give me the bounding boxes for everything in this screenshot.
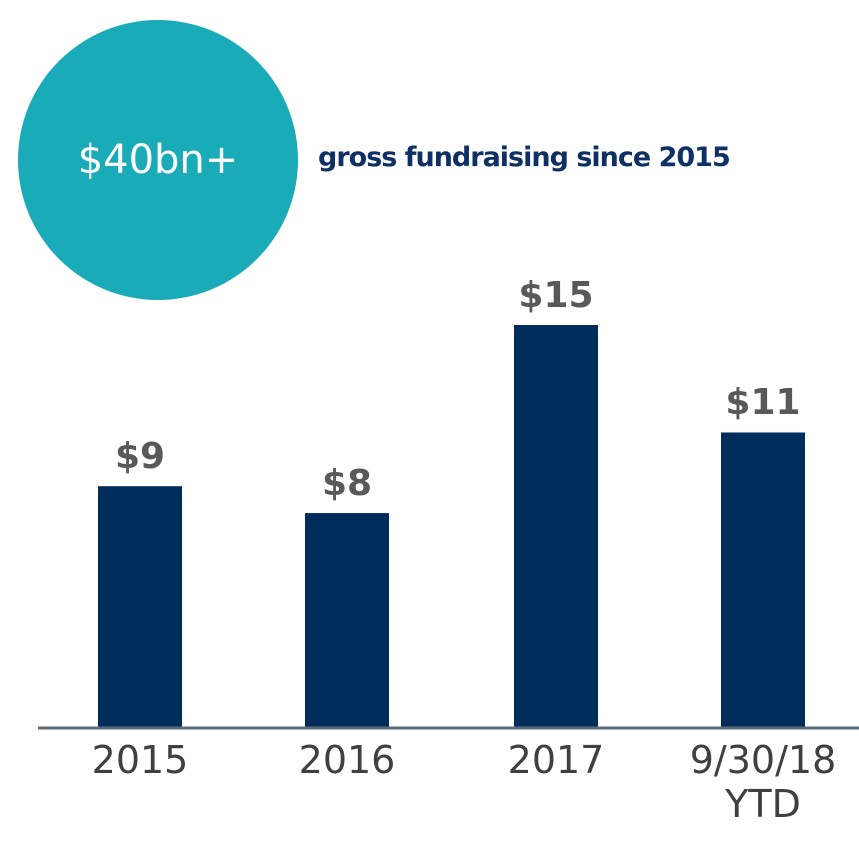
subtitle: gross fundraising since 2015 <box>318 142 731 173</box>
bar <box>514 325 598 728</box>
x-tick-label: 2015 <box>91 738 189 782</box>
x-tick-label: 2016 <box>298 738 396 782</box>
bar <box>98 486 182 728</box>
value-label: $8 <box>321 463 373 505</box>
callout-circle: $40bn+ <box>18 20 298 300</box>
callout-text: $40bn+ <box>77 137 239 183</box>
x-tick-label: 9/30/18 YTD <box>689 738 837 826</box>
value-label: $11 <box>725 382 801 424</box>
x-tick-label: 2017 <box>507 738 605 782</box>
bar <box>721 432 805 728</box>
value-label: $15 <box>518 275 594 316</box>
value-label: $9 <box>114 436 166 478</box>
bar <box>305 513 389 728</box>
